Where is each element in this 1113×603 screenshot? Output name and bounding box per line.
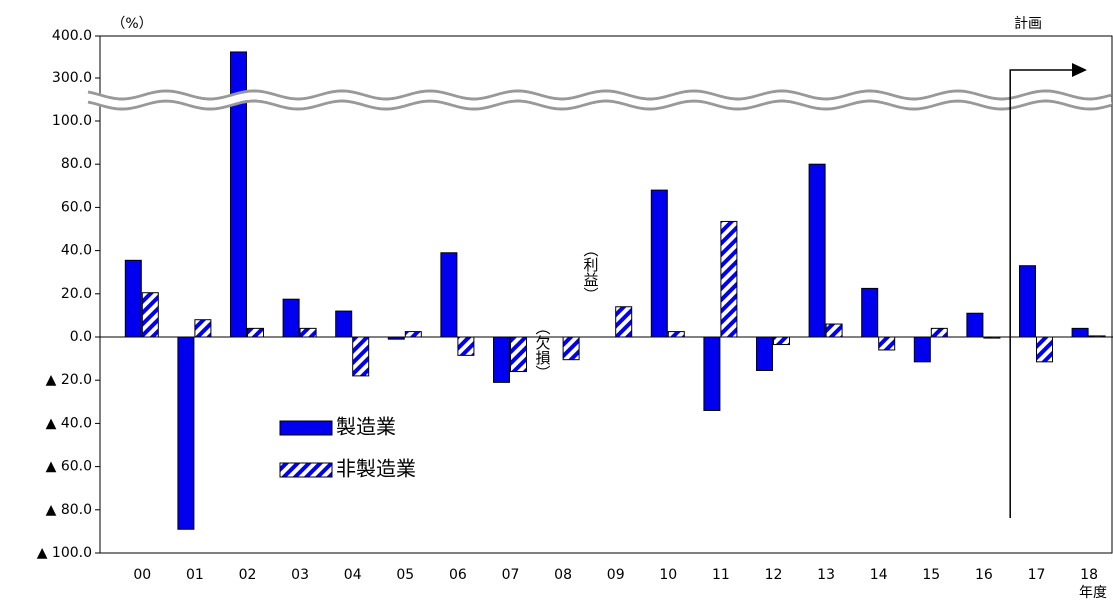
x-tick-label: 00 — [133, 567, 151, 583]
bar — [141, 292, 159, 338]
bar — [177, 336, 195, 530]
x-tick-label: 12 — [765, 567, 783, 583]
x-tick-label: 06 — [449, 567, 467, 583]
x-tick-label: 10 — [659, 567, 677, 583]
x-tick-label: 18 — [1080, 567, 1098, 583]
axis-break — [87, 89, 1112, 101]
bar — [282, 298, 300, 338]
x-tick-label: 02 — [239, 567, 257, 583]
plot-frame — [99, 35, 1113, 554]
bar — [1088, 335, 1106, 338]
bar — [808, 163, 826, 338]
x-axis-label: 年度 — [1079, 585, 1107, 601]
y-tick-label: 100.0 — [52, 113, 92, 129]
bar — [510, 336, 527, 373]
bar — [650, 189, 668, 338]
x-tick-label: 16 — [975, 567, 993, 583]
x-tick-label: 04 — [344, 567, 362, 583]
y-tick-label: 20.0 — [61, 286, 92, 302]
bar — [983, 336, 1001, 339]
y-tick-label: 0.0 — [70, 329, 92, 345]
y-tick-label: 400.0 — [52, 28, 92, 44]
bar — [404, 331, 422, 338]
legend-label: 製造業 — [336, 415, 396, 439]
legend-swatch — [279, 420, 333, 436]
bar — [230, 51, 247, 338]
bar — [299, 327, 317, 338]
bar — [387, 336, 405, 340]
axis-break-gap — [87, 92, 1112, 108]
bar — [966, 312, 984, 338]
bar — [1071, 327, 1089, 338]
y-tick-label: ▲ 60.0 — [46, 459, 92, 475]
x-tick-label: 15 — [922, 567, 940, 583]
loss-label: （欠損） — [534, 320, 552, 380]
y-tick-label: ▲ 80.0 — [46, 502, 92, 518]
bar — [457, 336, 475, 356]
bar — [720, 220, 738, 338]
y-tick-label: ▲ 40.0 — [46, 415, 92, 431]
y-tick-label: ▲ 20.0 — [46, 372, 92, 388]
bar — [878, 336, 896, 351]
x-tick-label: 01 — [186, 567, 204, 583]
bar — [194, 319, 212, 338]
plan-arrow — [1009, 69, 1075, 518]
legend-label: 非製造業 — [336, 457, 416, 481]
axis-break — [87, 99, 1112, 111]
x-tick-label: 05 — [396, 567, 414, 583]
y-tick-label: 300.0 — [52, 70, 92, 86]
plan-arrowhead — [1072, 63, 1087, 77]
y-tick-label: 80.0 — [61, 156, 92, 172]
x-tick-label: 03 — [291, 567, 309, 583]
bar — [615, 306, 633, 338]
bar — [1019, 265, 1036, 338]
bar — [773, 336, 790, 346]
bar — [124, 259, 142, 338]
x-tick-label: 09 — [607, 567, 625, 583]
y-tick-label: ▲ 100.0 — [37, 545, 92, 561]
bar — [667, 331, 685, 338]
x-tick-label: 11 — [712, 567, 730, 583]
bar — [861, 287, 879, 338]
x-tick-label: 08 — [554, 567, 572, 583]
bar — [825, 323, 843, 338]
x-tick-label: 17 — [1028, 567, 1046, 583]
y-tick-label: 60.0 — [61, 199, 92, 215]
legend-swatch — [279, 462, 333, 478]
y-tick-label: 40.0 — [61, 243, 92, 259]
bar — [913, 336, 931, 363]
bar — [247, 327, 264, 338]
plan-label: 計画 — [1014, 16, 1042, 32]
x-tick-label: 07 — [502, 567, 520, 583]
profit-label: （利益） — [582, 242, 600, 302]
bar — [1036, 336, 1053, 363]
y-unit: （%） — [111, 16, 152, 32]
bar — [352, 336, 370, 377]
bar — [440, 252, 458, 338]
bar — [335, 310, 353, 338]
bar — [493, 336, 510, 383]
x-tick-label: 14 — [870, 567, 888, 583]
bar — [703, 336, 721, 411]
x-tick-label: 13 — [817, 567, 835, 583]
bar — [756, 336, 773, 371]
bar — [930, 327, 948, 338]
bar — [562, 336, 580, 361]
